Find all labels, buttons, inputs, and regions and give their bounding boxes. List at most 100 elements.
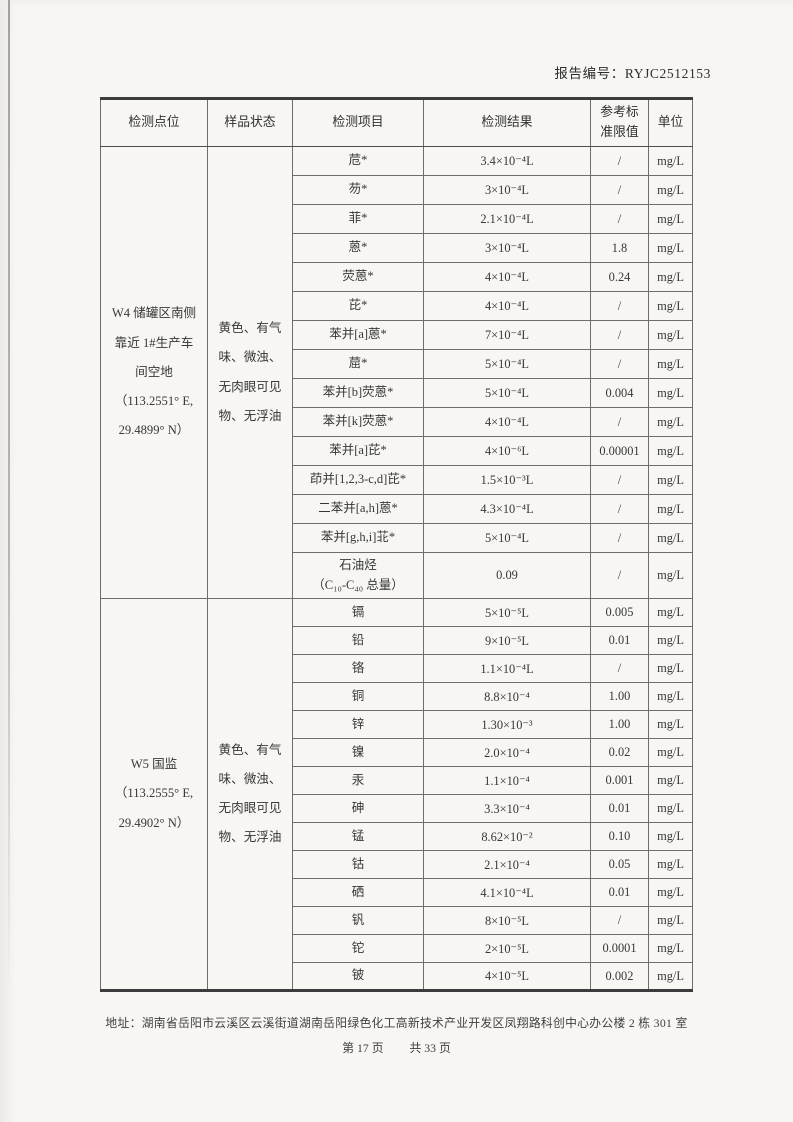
limit-cell: / bbox=[590, 465, 649, 495]
unit-cell: mg/L bbox=[648, 291, 693, 321]
item-cell: 苯并[g,h,i]苝* bbox=[292, 523, 424, 553]
unit-cell: mg/L bbox=[648, 710, 693, 739]
item-cell: 铬 bbox=[292, 654, 424, 683]
table-row: 苯并[a]蒽* 7×10⁻⁴L / mg/L bbox=[101, 320, 693, 350]
result-cell: 4.3×10⁻⁴L bbox=[423, 494, 591, 524]
limit-cell: 1.00 bbox=[590, 682, 649, 711]
unit-cell: mg/L bbox=[648, 233, 693, 263]
limit-cell: / bbox=[590, 146, 649, 176]
limit-cell: 0.0001 bbox=[590, 934, 649, 963]
result-cell: 8.8×10⁻⁴ bbox=[423, 682, 591, 711]
limit-cell: / bbox=[590, 654, 649, 683]
unit-cell: mg/L bbox=[648, 262, 693, 292]
item-cell: 镉 bbox=[292, 598, 424, 627]
result-cell: 1.1×10⁻⁴ bbox=[423, 766, 591, 795]
unit-cell: mg/L bbox=[648, 934, 693, 963]
item-cell: 苊* bbox=[292, 146, 424, 176]
result-cell: 4×10⁻⁴L bbox=[423, 291, 591, 321]
unit-cell: mg/L bbox=[648, 766, 693, 795]
results-table: 检测点位 样品状态 检测项目 检测结果 参考标 准限值 单位 W4 储罐区南侧 … bbox=[100, 97, 693, 992]
table-row: 钴 2.1×10⁻⁴ 0.05 mg/L bbox=[101, 850, 693, 879]
item-cell: 蒽* bbox=[292, 233, 424, 263]
result-cell: 4×10⁻⁶L bbox=[423, 436, 591, 466]
item-cell: 铜 bbox=[292, 682, 424, 711]
header-cell-limit: 参考标 准限值 bbox=[590, 98, 649, 147]
item-cell: 芴* bbox=[292, 175, 424, 205]
result-cell: 1.1×10⁻⁴L bbox=[423, 654, 591, 683]
result-cell: 4×10⁻⁴L bbox=[423, 262, 591, 292]
result-cell: 5×10⁻⁴L bbox=[423, 523, 591, 553]
limit-cell: 0.001 bbox=[590, 766, 649, 795]
item-cell: 苯并[a]蒽* bbox=[292, 320, 424, 350]
unit-cell: mg/L bbox=[648, 850, 693, 879]
limit-cell: / bbox=[590, 291, 649, 321]
location-cell: W5 国监 （113.2555° E, 29.4902° N） bbox=[100, 598, 208, 991]
table-row: 苯并[k]荧蒽* 4×10⁻⁴L / mg/L bbox=[101, 407, 693, 437]
limit-cell: / bbox=[590, 407, 649, 437]
limit-cell: / bbox=[590, 349, 649, 379]
item-cell: 钒 bbox=[292, 906, 424, 935]
page-current: 第 17 页 bbox=[342, 1041, 384, 1055]
header-cell-location: 检测点位 bbox=[100, 98, 208, 147]
limit-cell: / bbox=[590, 204, 649, 234]
result-cell: 3.3×10⁻⁴ bbox=[423, 794, 591, 823]
table-row: 钒 8×10⁻⁵L / mg/L bbox=[101, 906, 693, 935]
unit-cell: mg/L bbox=[648, 175, 693, 205]
unit-cell: mg/L bbox=[648, 523, 693, 553]
location-cell: W4 储罐区南侧 靠近 1#生产车 间空地 （113.2551° E, 29.4… bbox=[100, 146, 208, 599]
item-cell: 苯并[k]荧蒽* bbox=[292, 407, 424, 437]
result-cell: 8×10⁻⁵L bbox=[423, 906, 591, 935]
limit-cell: / bbox=[590, 523, 649, 553]
table-row: 苯并[b]荧蒽* 5×10⁻⁴L 0.004 mg/L bbox=[101, 378, 693, 408]
item-cell: 砷 bbox=[292, 794, 424, 823]
item-cell: 苯并[a]芘* bbox=[292, 436, 424, 466]
table-row: 铅 9×10⁻⁵L 0.01 mg/L bbox=[101, 626, 693, 655]
table-row: 铜 8.8×10⁻⁴ 1.00 mg/L bbox=[101, 682, 693, 711]
limit-cell: 0.01 bbox=[590, 626, 649, 655]
item-cell: 石油烃 （C₁₀-C₄₀ 总量） bbox=[292, 552, 424, 599]
footer-address: 地址：湖南省岳阳市云溪区云溪街道湖南岳阳绿色化工高新技术产业开发区凤翔路科创中心… bbox=[105, 1016, 688, 1030]
page-total: 共 33 页 bbox=[409, 1041, 451, 1055]
item-cell: 铍 bbox=[292, 962, 424, 991]
unit-cell: mg/L bbox=[648, 407, 693, 437]
limit-cell: 0.00001 bbox=[590, 436, 649, 466]
table-row: 锌 1.30×10⁻³ 1.00 mg/L bbox=[101, 710, 693, 739]
table-row: W4 储罐区南侧 靠近 1#生产车 间空地 （113.2551° E, 29.4… bbox=[100, 146, 693, 599]
limit-cell: / bbox=[590, 175, 649, 205]
result-cell: 5×10⁻⁴L bbox=[423, 349, 591, 379]
unit-cell: mg/L bbox=[648, 794, 693, 823]
limit-cell: / bbox=[590, 494, 649, 524]
result-cell: 4×10⁻⁵L bbox=[423, 962, 591, 991]
result-cell: 4×10⁻⁴L bbox=[423, 407, 591, 437]
unit-cell: mg/L bbox=[648, 654, 693, 683]
result-cell: 4.1×10⁻⁴L bbox=[423, 878, 591, 907]
item-cell: 铊 bbox=[292, 934, 424, 963]
page-indicator: 第 17 页 共 33 页 bbox=[0, 1039, 793, 1056]
table-row: 汞 1.1×10⁻⁴ 0.001 mg/L bbox=[101, 766, 693, 795]
limit-cell: 0.002 bbox=[590, 962, 649, 991]
item-cell: 菲* bbox=[292, 204, 424, 234]
table-row: 锰 8.62×10⁻² 0.10 mg/L bbox=[101, 822, 693, 851]
result-cell: 2.1×10⁻⁴ bbox=[423, 850, 591, 879]
header-cell-item: 检测项目 bbox=[292, 98, 424, 147]
unit-cell: mg/L bbox=[648, 465, 693, 495]
limit-cell: / bbox=[590, 906, 649, 935]
result-cell: 3.4×10⁻⁴L bbox=[423, 146, 591, 176]
item-cell: 铅 bbox=[292, 626, 424, 655]
item-cell: 汞 bbox=[292, 766, 424, 795]
scan-edge-line bbox=[8, 0, 10, 990]
result-cell: 3×10⁻⁴L bbox=[423, 233, 591, 263]
item-cell: 荧蒽* bbox=[292, 262, 424, 292]
result-cell: 1.30×10⁻³ bbox=[423, 710, 591, 739]
table-row: 铍 4×10⁻⁵L 0.002 mg/L bbox=[101, 962, 693, 991]
unit-cell: mg/L bbox=[648, 494, 693, 524]
unit-cell: mg/L bbox=[648, 204, 693, 234]
unit-cell: mg/L bbox=[648, 349, 693, 379]
unit-cell: mg/L bbox=[648, 962, 693, 991]
unit-cell: mg/L bbox=[648, 738, 693, 767]
limit-cell: 0.01 bbox=[590, 794, 649, 823]
unit-cell: mg/L bbox=[648, 906, 693, 935]
limit-cell: 0.01 bbox=[590, 878, 649, 907]
result-cell: 7×10⁻⁴L bbox=[423, 320, 591, 350]
result-cell: 5×10⁻⁴L bbox=[423, 378, 591, 408]
